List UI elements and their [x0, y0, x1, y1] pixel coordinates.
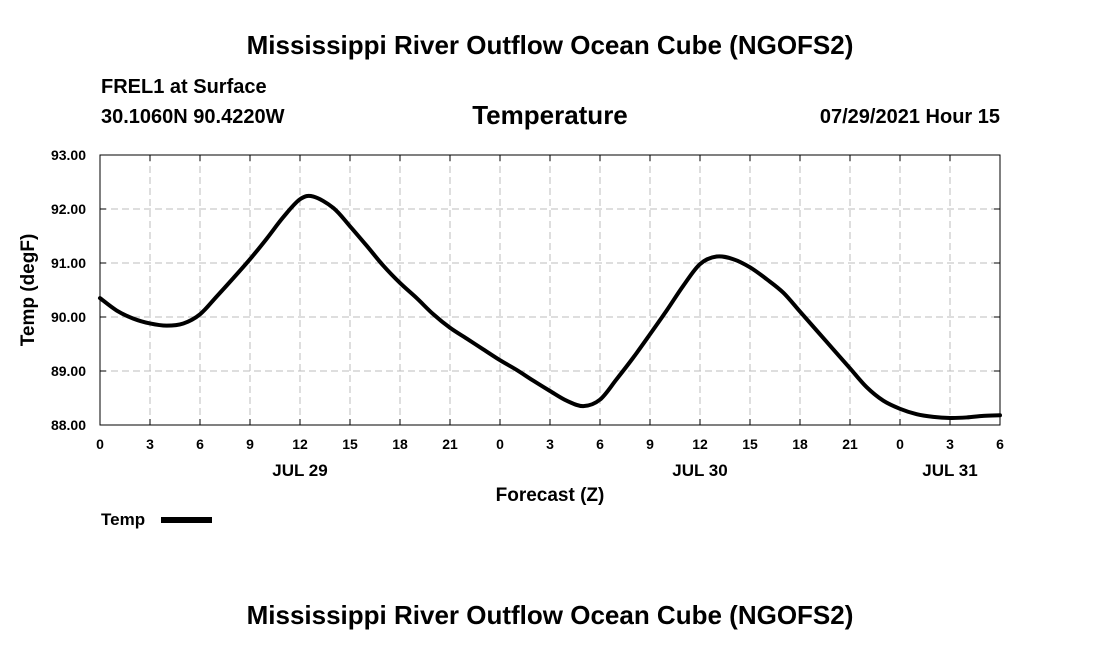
parameter-title: Temperature: [472, 100, 628, 130]
x-tick-label: 12: [292, 436, 308, 452]
y-tick-label: 92.00: [51, 201, 86, 217]
x-tick-label: 21: [442, 436, 458, 452]
x-tick-label: 3: [946, 436, 954, 452]
x-tick-label: 3: [146, 436, 154, 452]
x-tick-label: 12: [692, 436, 708, 452]
chart-bottom-title: Mississippi River Outflow Ocean Cube (NG…: [246, 600, 854, 630]
grid-lines: [100, 155, 1000, 425]
x-tick-label: 9: [246, 436, 254, 452]
axis-labels: 0 3 6 9 12 15 18 21 0 3 6 9 12 15 18 21 0 3 6 88.00 89.00 90.…: [51, 147, 1004, 480]
y-tick-label: 93.00: [51, 147, 86, 163]
x-tick-label: 18: [392, 436, 408, 452]
x-tick-label: 15: [742, 436, 758, 452]
x-tick-label: 9: [646, 436, 654, 452]
y-tick-label: 88.00: [51, 417, 86, 433]
x-tick-label: 0: [496, 436, 504, 452]
date-label: JUL 30: [672, 461, 727, 480]
temp-series-line: [98, 193, 1002, 420]
date-label: JUL 29: [272, 461, 327, 480]
x-tick-label: 0: [896, 436, 904, 452]
y-axis-title: Temp (degF): [18, 234, 39, 347]
x-tick-label: 3: [546, 436, 554, 452]
plot-frame: [99, 154, 1001, 426]
x-tick-label: 0: [96, 436, 104, 452]
chart-top-title: Mississippi River Outflow Ocean Cube (NG…: [246, 30, 854, 60]
legend-label: Temp: [101, 510, 146, 529]
y-tick-label: 91.00: [51, 255, 86, 271]
x-tick-label: 6: [196, 436, 204, 452]
x-tick-label: 6: [996, 436, 1004, 452]
x-axis-title: Forecast (Z): [496, 485, 605, 506]
legend-line-swatch: [161, 517, 212, 523]
x-tick-label: 15: [342, 436, 358, 452]
x-tick-label: 18: [792, 436, 808, 452]
station-label: FREL1 at Surface: [101, 76, 267, 98]
y-tick-label: 90.00: [51, 309, 86, 325]
coordinates-label: 30.1060N 90.4220W: [101, 106, 285, 128]
x-tick-label: 6: [596, 436, 604, 452]
x-tick-label: 21: [842, 436, 858, 452]
date-label: JUL 31: [922, 461, 977, 480]
forecast-datetime: 07/29/2021 Hour 15: [819, 106, 1000, 128]
y-tick-label: 89.00: [51, 363, 86, 379]
